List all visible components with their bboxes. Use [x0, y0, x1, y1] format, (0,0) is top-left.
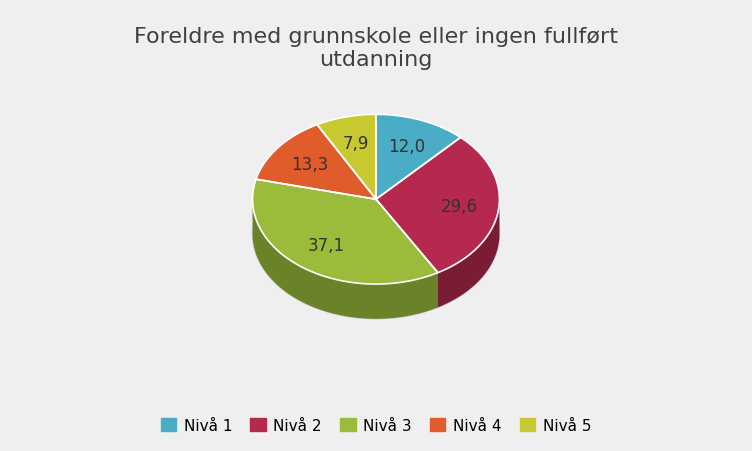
Polygon shape — [376, 115, 460, 200]
Text: 7,9: 7,9 — [342, 135, 368, 153]
Polygon shape — [253, 180, 438, 285]
Polygon shape — [253, 201, 438, 319]
Ellipse shape — [253, 150, 499, 319]
Polygon shape — [438, 200, 499, 308]
Polygon shape — [376, 200, 438, 308]
Polygon shape — [376, 200, 438, 308]
Text: 12,0: 12,0 — [388, 137, 426, 155]
Polygon shape — [317, 115, 376, 200]
Polygon shape — [256, 125, 376, 200]
Text: 37,1: 37,1 — [308, 237, 344, 255]
Text: Foreldre med grunnskole eller ingen fullført
utdanning: Foreldre med grunnskole eller ingen full… — [134, 27, 618, 69]
Text: 29,6: 29,6 — [441, 198, 478, 215]
Legend: Nivå 1, Nivå 2, Nivå 3, Nivå 4, Nivå 5: Nivå 1, Nivå 2, Nivå 3, Nivå 4, Nivå 5 — [155, 412, 597, 439]
Text: 13,3: 13,3 — [291, 156, 328, 174]
Polygon shape — [376, 138, 499, 273]
